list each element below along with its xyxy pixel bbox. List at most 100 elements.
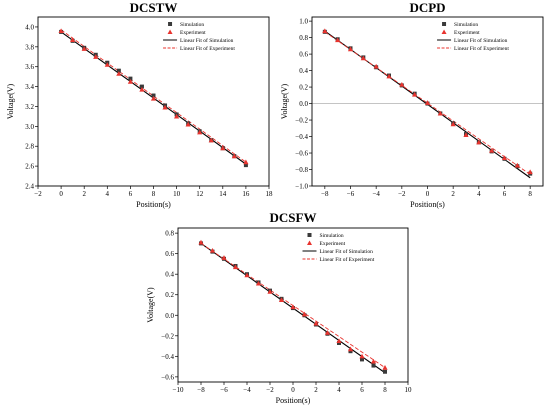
- legend-label: Linear Fit of Experiment: [320, 256, 375, 263]
- experiment-point: [424, 100, 431, 105]
- experiment-point: [255, 280, 262, 286]
- x-tick-label: 14: [219, 190, 227, 198]
- legend-experiment-marker: [307, 240, 312, 245]
- y-tick-label: 4.0: [25, 23, 34, 31]
- y-tick-label: 0.4: [299, 67, 308, 75]
- y-axis-label: Voltage(V): [146, 287, 155, 323]
- x-tick-label: −2: [34, 190, 42, 198]
- x-tick-label: −10: [173, 386, 184, 394]
- chart-title: DCSTW: [130, 0, 178, 15]
- y-tick-label: 0.6: [299, 51, 308, 59]
- x-tick-label: −2: [266, 386, 274, 394]
- x-axis-label: Position(s): [410, 200, 445, 209]
- x-tick-label: 4: [106, 190, 110, 198]
- experiment-point: [127, 79, 133, 84]
- x-tick-label: 12: [196, 190, 204, 198]
- legend-experiment-marker: [167, 29, 173, 34]
- experiment-point: [220, 145, 226, 151]
- legend-label: Linear Fit of Experiment: [454, 45, 509, 52]
- x-tick-label: 2: [314, 386, 318, 394]
- simulation-point: [371, 363, 376, 368]
- x-tick-label: 10: [173, 190, 181, 198]
- experiment-point: [162, 104, 168, 110]
- experiment-point: [336, 338, 342, 344]
- experiment-point: [450, 121, 456, 127]
- experiment-point: [104, 62, 110, 67]
- chart-panel-dcstw: DCSTW −2 0 2 4 6 8 10 12 14 16 18 2.4 2.6 2.8 3.0 3.2 3.4…: [6, 0, 273, 209]
- x-tick-label: −8: [321, 190, 329, 198]
- y-tick-label: 2.4: [25, 183, 34, 191]
- experiment-point: [185, 121, 191, 127]
- x-tick-label: 4: [337, 386, 341, 394]
- experiment-point: [198, 239, 204, 245]
- y-tick-label: 0.2: [299, 84, 308, 92]
- x-tick-label: 6: [503, 190, 507, 198]
- simulation-point: [116, 68, 121, 73]
- y-tick-label: −0.6: [295, 150, 308, 158]
- experiment-point: [139, 86, 145, 92]
- chart-panel-dcpd: DCPD −8 −6 −4 −2 0 2 4 6 8 −1.0 −0.8 −0.6 −0.4 −0.2 0.0…: [280, 0, 544, 209]
- experiment-point: [463, 132, 469, 137]
- x-tick-label: 0: [426, 190, 430, 198]
- simulation-point: [243, 163, 248, 168]
- experiment-point: [208, 137, 214, 143]
- y-tick-label: 1.0: [299, 18, 308, 26]
- experiment-point: [70, 37, 76, 42]
- legend-label: Linear Fit of Experiment: [180, 45, 235, 52]
- experiment-point: [527, 169, 533, 175]
- chart-panel-dcsfw: DCSFW −10 −8 −6 −4 −2 0 2 4 6 8 10 −0.6 −0.4 −0.2 0.0 0.…: [146, 210, 412, 405]
- y-axis-label: Voltage(V): [6, 83, 15, 119]
- y-tick-label: 0.8: [299, 34, 308, 42]
- x-tick-label: −4: [243, 386, 251, 394]
- legend-label: Experiment: [320, 241, 346, 247]
- y-tick-label: 0.0: [165, 312, 174, 320]
- experiment-point: [244, 272, 250, 278]
- simulation-point: [360, 357, 364, 362]
- experiment-point: [231, 153, 237, 159]
- y-tick-label: −0.8: [295, 166, 308, 174]
- x-tick-label: 8: [528, 190, 532, 198]
- simulation-point: [128, 76, 133, 81]
- x-tick-label: 18: [266, 190, 274, 198]
- x-tick-label: 4: [477, 190, 481, 198]
- y-tick-label: −0.2: [161, 332, 174, 340]
- legend-label: Linear Fit of Simulation: [180, 37, 234, 44]
- experiment-point: [278, 297, 285, 302]
- experiment-point: [116, 71, 122, 76]
- x-tick-label: 8: [383, 386, 387, 394]
- y-tick-label: −0.2: [295, 117, 308, 125]
- x-tick-label: 6: [129, 190, 133, 198]
- experiment-point: [370, 358, 377, 364]
- experiment-point: [209, 247, 216, 253]
- experiment-point: [399, 82, 405, 87]
- y-tick-label: 2.6: [25, 163, 34, 171]
- y-tick-label: −1.0: [295, 183, 308, 191]
- y-axis-label: Voltage(V): [280, 83, 289, 119]
- experiment-point: [243, 159, 249, 165]
- experiment-point: [476, 139, 482, 145]
- legend-label: Linear Fit of Simulation: [454, 37, 508, 44]
- chart-title: DCPD: [409, 0, 445, 15]
- experiment-point: [335, 37, 341, 43]
- x-tick-label: 2: [82, 190, 86, 198]
- experiment-point: [58, 28, 64, 33]
- x-tick-label: −2: [398, 190, 406, 198]
- x-tick-label: 2: [451, 190, 455, 198]
- experiment-point: [93, 54, 99, 59]
- experiment-point: [501, 155, 508, 161]
- exp-fit-line: [60, 29, 247, 163]
- experiment-point: [360, 55, 366, 61]
- experiment-point: [489, 147, 495, 153]
- y-tick-label: −0.4: [161, 353, 174, 361]
- y-tick-label: 3.2: [25, 103, 34, 111]
- x-tick-label: −6: [220, 386, 228, 394]
- legend-label: Simulation: [320, 233, 344, 239]
- y-tick-label: 0.8: [165, 230, 174, 238]
- y-tick-label: 3.6: [25, 63, 34, 71]
- x-tick-label: 16: [242, 190, 250, 198]
- simulation-point: [151, 93, 156, 98]
- x-axis-label: Position(s): [276, 396, 311, 405]
- experiment-point: [290, 304, 296, 310]
